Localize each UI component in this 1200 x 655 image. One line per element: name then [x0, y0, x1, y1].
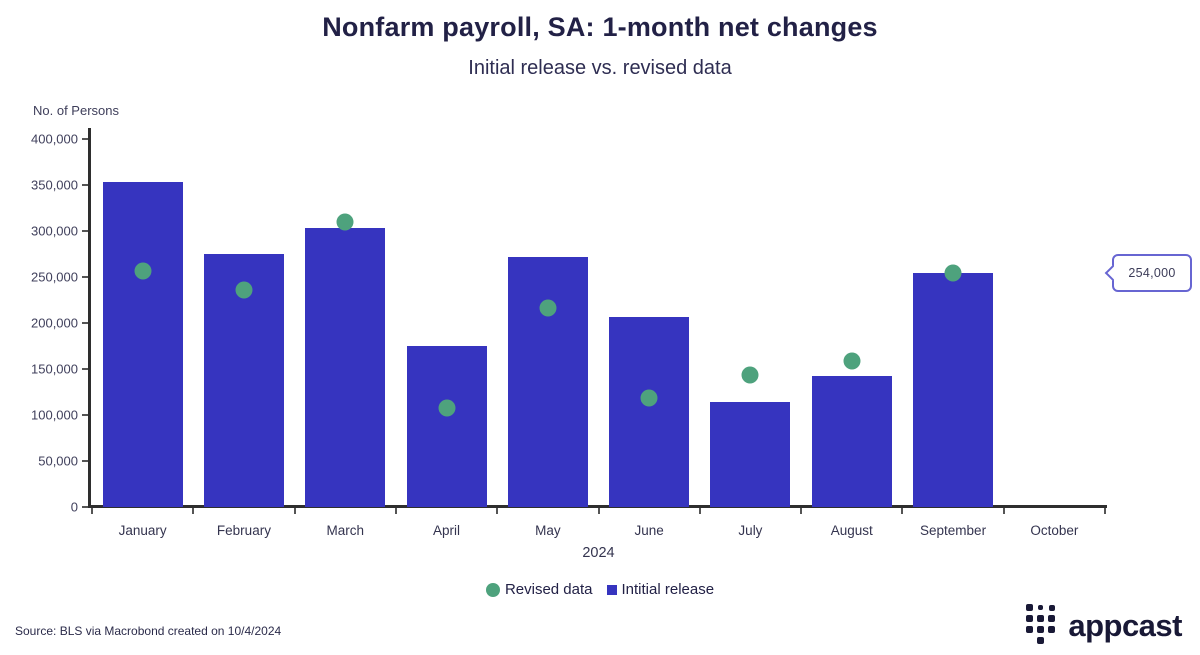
y-tick-mark — [82, 460, 88, 462]
x-tick-mark — [800, 508, 803, 514]
y-axis-line — [88, 128, 91, 508]
bar-march — [305, 228, 386, 507]
x-tick-mark — [1104, 508, 1106, 514]
source-text: Source: BLS via Macrobond created on 10/… — [15, 624, 282, 638]
revised-point-september — [944, 264, 962, 282]
logo-dot — [1048, 604, 1055, 611]
y-tick-label: 350,000 — [31, 177, 78, 193]
revised-point-march — [336, 213, 354, 231]
logo-dot — [1048, 615, 1056, 622]
annotation-callout: 254,000 — [1104, 254, 1192, 293]
legend-item-intitial-release: Intitial release — [606, 581, 715, 598]
x-axis-label-july: July — [738, 523, 763, 538]
square-marker-icon — [606, 584, 617, 595]
revised-point-april — [438, 399, 456, 417]
x-axis-label-march: March — [326, 523, 365, 538]
annotation-value: 254,000 — [1128, 266, 1176, 281]
bar-january — [102, 182, 183, 507]
legend-label: Revised data — [504, 581, 593, 598]
revised-point-june — [640, 389, 658, 407]
revised-point-july — [741, 366, 759, 384]
revised-point-january — [134, 262, 152, 280]
appcast-logo: appcast — [1026, 604, 1182, 648]
x-tick-mark — [901, 508, 904, 514]
x-axis-label-may: May — [535, 523, 561, 538]
legend-item-revised-data: Revised data — [485, 581, 593, 598]
y-tick-mark — [82, 322, 88, 324]
appcast-logo-text: appcast — [1068, 608, 1182, 643]
bar-april — [406, 346, 487, 507]
y-tick-mark — [82, 506, 88, 508]
callout-arrow-icon — [1104, 265, 1121, 282]
x-tick-mark — [91, 508, 93, 514]
x-axis-label-january: January — [118, 523, 167, 538]
x-tick-mark — [1002, 508, 1005, 514]
chart-title: Nonfarm payroll, SA: 1-month net changes — [322, 12, 878, 42]
y-tick-mark — [82, 138, 88, 140]
y-tick-label: 0 — [70, 499, 78, 515]
logo-dot — [1037, 637, 1045, 644]
x-tick-mark — [496, 508, 499, 514]
y-tick-mark — [82, 184, 88, 186]
y-tick-label: 300,000 — [31, 223, 78, 239]
y-tick-label: 100,000 — [31, 407, 78, 423]
x-tick-mark — [394, 508, 397, 514]
bar-may — [507, 256, 588, 507]
x-axis-label-october: October — [1030, 523, 1079, 538]
x-tick-mark — [698, 508, 701, 514]
logo-dot — [1037, 615, 1045, 622]
x-axis-label-september: September — [920, 523, 987, 538]
y-tick-mark — [82, 368, 88, 370]
y-axis-title: No. of Persons — [33, 103, 119, 118]
y-tick-label: 150,000 — [31, 361, 78, 377]
y-tick-mark — [82, 414, 88, 416]
y-tick-mark — [82, 276, 88, 278]
x-tick-mark — [192, 508, 195, 514]
revised-point-august — [843, 352, 861, 370]
logo-dot — [1037, 626, 1045, 633]
y-tick-mark — [82, 230, 88, 232]
bar-june — [609, 317, 690, 507]
y-tick-label: 50,000 — [38, 453, 78, 469]
y-tick-label: 200,000 — [31, 315, 78, 331]
bar-july — [710, 402, 791, 507]
revised-point-may — [539, 299, 557, 317]
x-axis-label-february: February — [216, 523, 271, 538]
x-tick-mark — [293, 508, 296, 514]
circle-marker-icon — [485, 582, 500, 597]
x-axis-year-label: 2024 — [582, 545, 615, 561]
y-tick-label: 250,000 — [31, 269, 78, 285]
logo-dot — [1038, 605, 1044, 610]
logo-dot — [1026, 626, 1034, 633]
x-axis-label-june: June — [634, 523, 664, 538]
legend-label: Intitial release — [621, 581, 715, 598]
logo-dot — [1026, 604, 1034, 611]
x-axis-label-april: April — [433, 523, 461, 538]
logo-dot — [1048, 626, 1056, 633]
chart-subtitle: Initial release vs. revised data — [468, 57, 732, 79]
logo-dot — [1026, 615, 1034, 622]
bar-august — [811, 376, 892, 507]
legend: Revised data Intitial release — [0, 581, 1200, 598]
x-axis-label-august: August — [830, 523, 873, 538]
bar-september — [913, 273, 994, 507]
revised-point-february — [235, 281, 253, 299]
y-tick-label: 400,000 — [31, 131, 78, 147]
x-tick-mark — [597, 508, 600, 514]
appcast-logo-mark — [1026, 604, 1060, 648]
x-axis-line — [88, 505, 1107, 508]
